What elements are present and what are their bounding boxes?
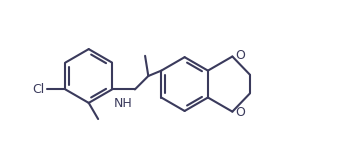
- Text: O: O: [235, 107, 245, 119]
- Text: O: O: [235, 49, 245, 62]
- Text: Cl: Cl: [32, 83, 44, 96]
- Text: NH: NH: [114, 97, 133, 110]
